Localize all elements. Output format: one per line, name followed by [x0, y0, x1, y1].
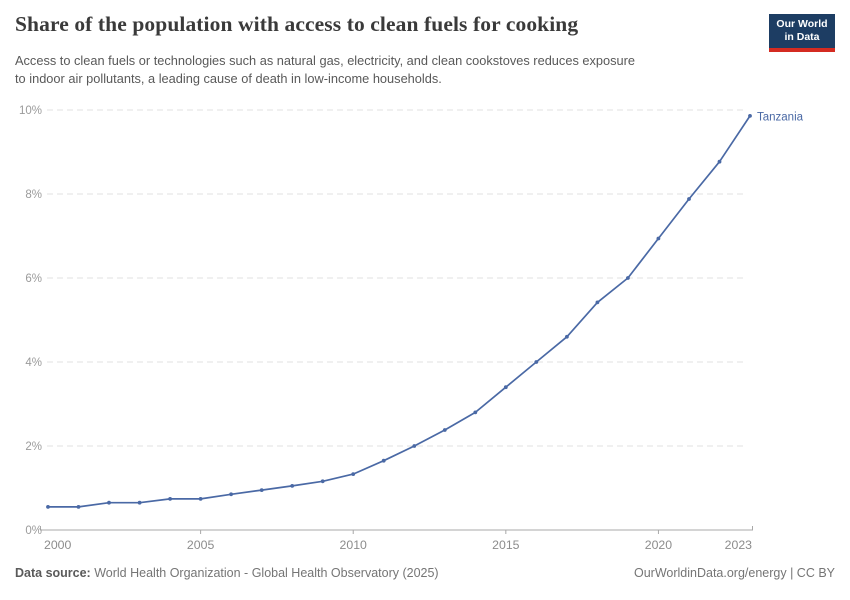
y-axis-label-2pct: 2%: [25, 441, 42, 453]
data-point-2000[interactable]: [46, 505, 50, 509]
owid-logo-line2: in Data: [784, 31, 820, 44]
data-point-2007[interactable]: [259, 488, 264, 492]
y-axis-label-6pct: 6%: [25, 273, 42, 285]
y-axis-label-0pct: 0%: [25, 525, 42, 537]
data-point-2005[interactable]: [198, 497, 203, 501]
data-point-2002[interactable]: [107, 500, 111, 505]
owid-logo-line1: Our World: [776, 18, 828, 30]
data-point-2022[interactable]: [717, 159, 722, 164]
data-point-2011[interactable]: [381, 458, 386, 463]
data-point-2020[interactable]: [656, 236, 661, 241]
data-point-2017[interactable]: [565, 334, 569, 339]
series-line-tanzania[interactable]: [47, 115, 751, 508]
data-point-2009[interactable]: [320, 479, 325, 484]
x-axis-label-2015: 2015: [492, 538, 520, 552]
x-axis-label-2010: 2010: [340, 538, 368, 552]
x-axis-label-2000: 2000: [44, 538, 72, 552]
data-source-note: Data source: World Health Organization -…: [15, 566, 439, 580]
chart-subtitle: Access to clean fuels or technologies su…: [15, 52, 635, 87]
x-axis-label-2005: 2005: [187, 538, 215, 552]
data-point-2021[interactable]: [687, 197, 691, 201]
data-source-label: Data source:: [15, 566, 91, 580]
data-source-text: World Health Organization - Global Healt…: [94, 566, 439, 580]
data-point-2023[interactable]: [748, 114, 752, 118]
y-axis-label-10pct: 10%: [19, 105, 42, 117]
y-axis-label-4pct: 4%: [25, 357, 42, 369]
data-point-2012[interactable]: [412, 444, 417, 448]
credit-link[interactable]: OurWorldinData.org/energy | CC BY: [633, 566, 835, 580]
chart-subtitle-line2: to indoor air pollutants, a leading caus…: [15, 70, 442, 86]
data-point-2014[interactable]: [473, 410, 478, 415]
chart-footer: Data source: World Health Organization -…: [15, 566, 835, 580]
data-point-2001[interactable]: [76, 505, 81, 509]
data-point-2016[interactable]: [534, 360, 539, 364]
x-axis-label-2023: 2023: [725, 538, 753, 552]
data-point-2006[interactable]: [229, 492, 234, 497]
data-point-2003[interactable]: [137, 500, 142, 505]
page-title: Share of the population with access to c…: [15, 12, 579, 36]
owid-logo[interactable]: Our World in Data: [769, 14, 835, 53]
data-point-2013[interactable]: [442, 428, 447, 432]
y-axis-label-8pct: 8%: [25, 189, 42, 201]
data-point-2008[interactable]: [290, 484, 295, 488]
data-point-2018[interactable]: [595, 300, 600, 305]
entity-label-tanzania[interactable]: Tanzania: [757, 111, 804, 123]
x-axis-label-2020: 2020: [645, 538, 673, 552]
data-point-2010[interactable]: [351, 472, 356, 476]
data-point-2004[interactable]: [168, 497, 173, 501]
data-point-2015[interactable]: [503, 385, 508, 390]
data-point-2019[interactable]: [626, 276, 630, 280]
chart-subtitle-line1: Access to clean fuels or technologies su…: [15, 53, 636, 68]
